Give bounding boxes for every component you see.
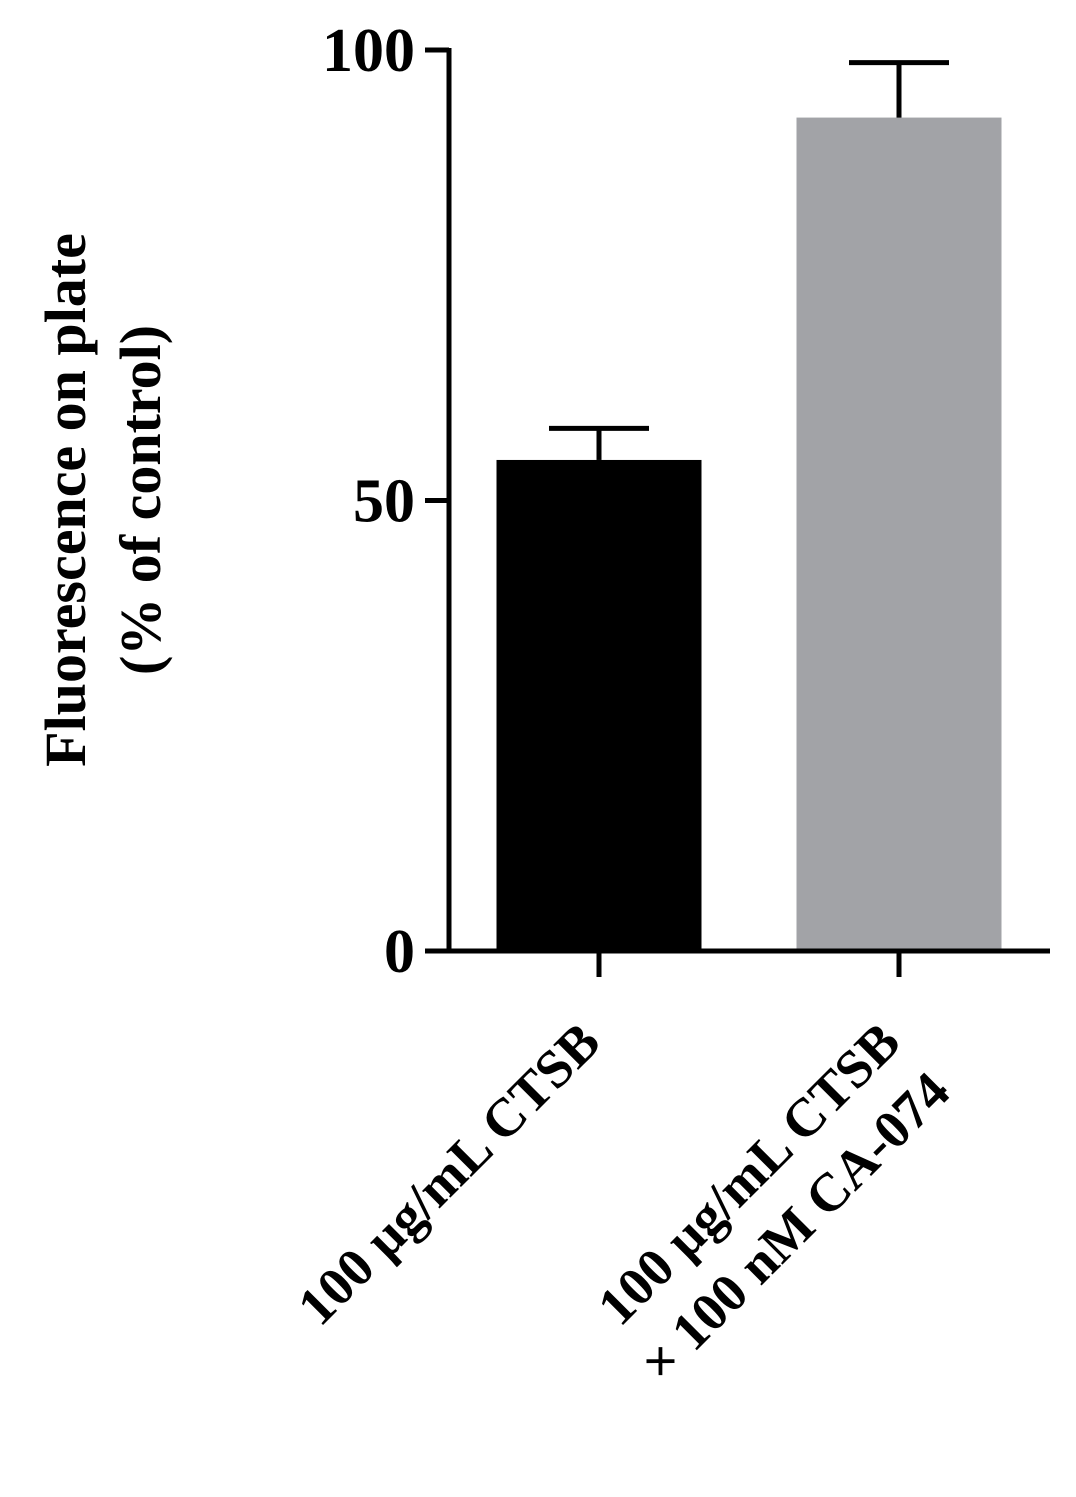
category-label-2: 100 µg/mL CTSB× 100 nM CA-074 <box>586 1011 961 1393</box>
bars <box>496 117 1002 951</box>
category-label-1-line-1: 100 µg/mL CTSB <box>286 1011 611 1336</box>
y-tick-label-100: 100 <box>322 17 415 85</box>
y-axis-title-line-2: (% of control) <box>108 325 173 675</box>
error-bars <box>549 60 949 460</box>
y-axis-title-line-1: Fluorescence on plate <box>33 233 98 767</box>
y-tick-labels: 0 50 100 <box>322 17 415 986</box>
bar-1 <box>496 459 702 951</box>
bar-2 <box>796 117 1002 951</box>
category-label-1: 100 µg/mL CTSB <box>286 1011 611 1336</box>
y-axis-title: Fluorescence on plate (% of control) <box>33 233 173 767</box>
axes <box>425 47 1050 977</box>
y-tick-label-0: 0 <box>384 918 415 986</box>
y-tick-label-50: 50 <box>353 468 415 536</box>
